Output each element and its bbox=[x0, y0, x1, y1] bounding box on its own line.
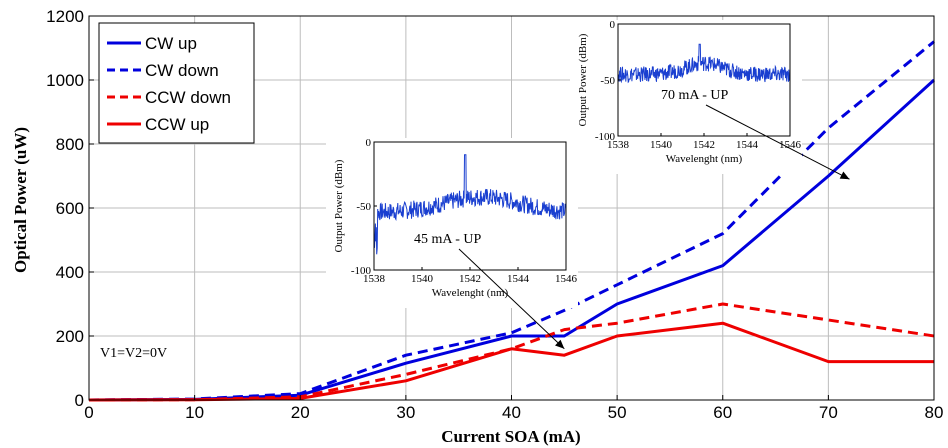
inset-x-axis-label: Wavelenght (nm) bbox=[666, 153, 743, 165]
inset-y-tick-label: -50 bbox=[600, 75, 615, 87]
inset-y-tick-label: 0 bbox=[366, 137, 372, 149]
x-tick-label: 50 bbox=[608, 403, 627, 422]
y-tick-label: 600 bbox=[56, 199, 84, 218]
inset-y-tick-label: -100 bbox=[351, 265, 372, 277]
series-line-ccw-down bbox=[88, 302, 935, 402]
inset-caption: 45 mA - UP bbox=[414, 232, 482, 247]
inset-arrow-head bbox=[839, 171, 850, 180]
inset-arrow-line bbox=[458, 248, 565, 350]
x-axis-label: Current SOA (mA) bbox=[441, 427, 580, 446]
inset-x-tick-label: 1544 bbox=[736, 139, 759, 151]
inset-x-tick-label: 1542 bbox=[693, 139, 715, 151]
inset-arrow-line bbox=[705, 104, 850, 180]
y-axis-label: Optical Power (uW) bbox=[11, 127, 30, 273]
inset-spectrum-1: 1538 1540 1542 1544 1546 0 -50 -100 Wavelenght (… bbox=[326, 137, 578, 350]
legend-entry: CW down bbox=[145, 61, 219, 80]
inset-background bbox=[570, 20, 802, 174]
axes bbox=[88, 15, 935, 401]
inset-x-tick-label: 1540 bbox=[411, 273, 434, 285]
inset-x-tick-label: 1546 bbox=[555, 273, 578, 285]
inset-spectrum-trace bbox=[617, 43, 791, 84]
series-line-cw-up bbox=[88, 78, 936, 402]
inset-x-tick-label: 1540 bbox=[650, 139, 673, 151]
inset-x-tick-label: 1546 bbox=[779, 139, 802, 151]
inset-arrow-head bbox=[555, 339, 565, 349]
inset-background bbox=[326, 138, 578, 308]
y-tick-label: 400 bbox=[56, 263, 84, 282]
y-tick-label: 800 bbox=[56, 135, 84, 154]
series-line-cw-down bbox=[88, 40, 935, 402]
inset-x-tick-label: 1538 bbox=[607, 139, 630, 151]
x-tick-label: 80 bbox=[925, 403, 944, 422]
insets: 1538 1540 1542 1544 1546 0 -50 -100 Wavelenght (… bbox=[326, 19, 850, 350]
inset-caption: 70 mA - UP bbox=[661, 88, 729, 103]
x-tick-label: 0 bbox=[84, 403, 93, 422]
inset-y-tick-label: -50 bbox=[356, 201, 371, 213]
inset-y-tick-label: -100 bbox=[595, 131, 616, 143]
x-tick-label: 30 bbox=[396, 403, 415, 422]
inset-x-tick-label: 1544 bbox=[507, 273, 530, 285]
plot-frame bbox=[88, 15, 935, 401]
x-tick-label: 70 bbox=[819, 403, 838, 422]
legend-entry: CW up bbox=[145, 34, 197, 53]
inset-y-tick-label: 0 bbox=[610, 19, 616, 31]
inset-y-axis-label: Output Power (dBm) bbox=[577, 33, 589, 126]
y-tick-label: 1000 bbox=[46, 71, 84, 90]
inset-spectrum-2: 1538 1540 1542 1544 1546 0 -50 -100 Wavelenght (… bbox=[570, 19, 850, 180]
inset-y-axis-label: Output Power (dBm) bbox=[333, 159, 345, 252]
inset-spectrum-trace bbox=[373, 154, 567, 255]
legend: CW up CW down CCW down CCW up bbox=[98, 22, 255, 144]
y-tick-label: 0 bbox=[75, 391, 84, 410]
y-tick-label: 200 bbox=[56, 327, 84, 346]
voltage-annotation: V1=V2=0V bbox=[100, 346, 167, 361]
legend-entry: CCW down bbox=[145, 88, 231, 107]
inset-x-tick-label: 1542 bbox=[459, 273, 481, 285]
x-tick-label: 60 bbox=[713, 403, 732, 422]
inset-x-tick-label: 1538 bbox=[363, 273, 386, 285]
y-tick-label: 1200 bbox=[46, 7, 84, 26]
x-tick-label: 10 bbox=[185, 403, 204, 422]
x-tick-label: 20 bbox=[291, 403, 310, 422]
series-line-ccw-up bbox=[88, 321, 934, 402]
inset-x-axis-label: Wavelenght (nm) bbox=[432, 287, 509, 299]
series-lines bbox=[88, 40, 936, 402]
legend-entry: CCW up bbox=[145, 115, 209, 134]
x-tick-label: 40 bbox=[502, 403, 521, 422]
